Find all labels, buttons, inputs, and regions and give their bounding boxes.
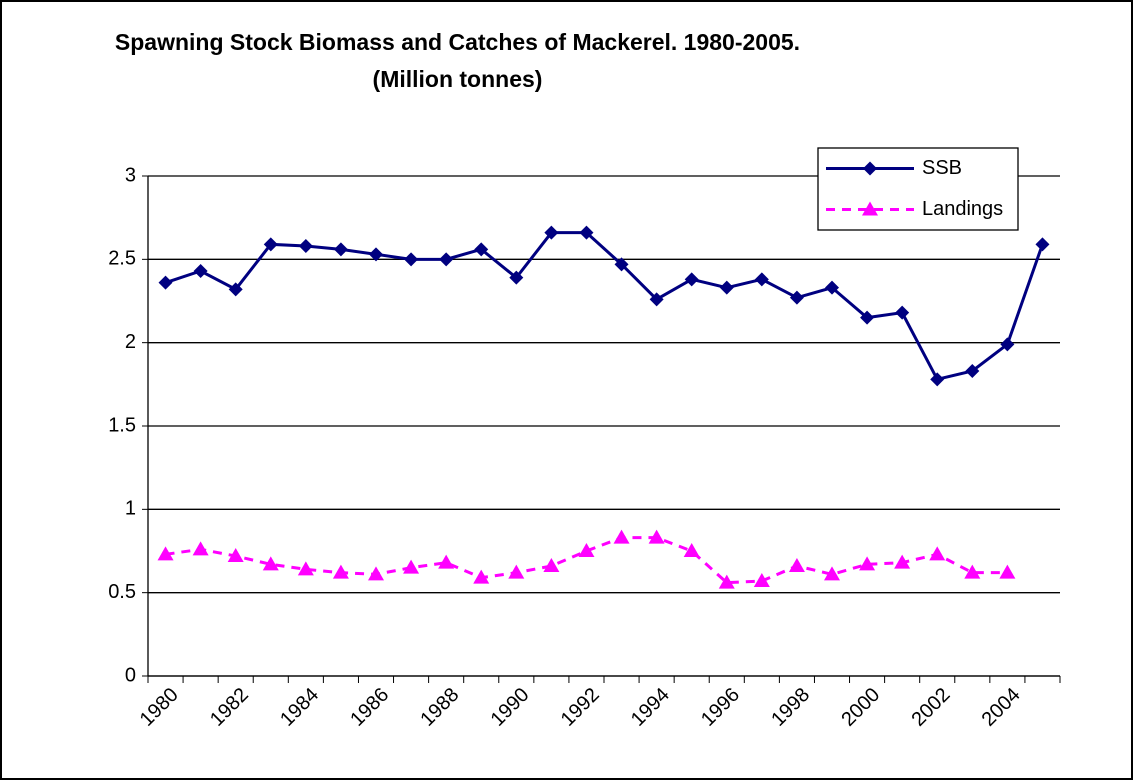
data-point bbox=[824, 566, 840, 581]
data-point bbox=[789, 290, 804, 305]
data-point bbox=[929, 546, 946, 561]
data-point bbox=[1000, 337, 1015, 352]
data-point bbox=[508, 564, 525, 579]
legend-box bbox=[817, 147, 1019, 231]
data-point bbox=[157, 546, 174, 561]
data-point bbox=[438, 554, 455, 569]
legend-label: Landings bbox=[922, 198, 1003, 220]
data-point bbox=[860, 310, 875, 325]
data-point bbox=[544, 225, 559, 240]
data-point bbox=[509, 270, 524, 285]
data-point bbox=[613, 529, 630, 544]
data-point bbox=[788, 558, 805, 572]
y-tick-label: 2 bbox=[125, 331, 136, 353]
data-point bbox=[754, 272, 769, 287]
data-point bbox=[193, 264, 208, 278]
data-point bbox=[578, 543, 595, 557]
data-point bbox=[158, 275, 173, 290]
data-point bbox=[719, 280, 734, 295]
y-tick-label: 0.5 bbox=[108, 581, 136, 603]
data-point bbox=[895, 305, 910, 320]
legend-marker bbox=[862, 201, 878, 216]
y-tick-label: 0 bbox=[125, 664, 136, 686]
data-point bbox=[227, 548, 244, 562]
y-tick-label: 3 bbox=[125, 164, 136, 186]
data-point bbox=[333, 242, 348, 257]
data-point bbox=[332, 564, 349, 579]
data-point bbox=[825, 280, 839, 295]
legend-marker bbox=[863, 161, 877, 176]
data-point bbox=[263, 237, 278, 252]
data-point bbox=[648, 529, 665, 544]
data-point bbox=[228, 282, 243, 297]
data-point bbox=[964, 564, 981, 579]
data-point bbox=[718, 574, 735, 589]
data-point bbox=[649, 292, 664, 307]
y-tick-label: 1 bbox=[125, 498, 136, 520]
data-point bbox=[894, 554, 911, 569]
chart-title: Spawning Stock Biomass and Catches of Ma… bbox=[114, 29, 801, 92]
data-point bbox=[753, 573, 770, 587]
data-point bbox=[298, 239, 313, 253]
data-point bbox=[683, 543, 700, 557]
data-point bbox=[859, 556, 876, 571]
data-point bbox=[965, 364, 980, 378]
legend-label: SSB bbox=[922, 157, 962, 179]
data-point bbox=[403, 559, 420, 574]
y-tick-label: 1.5 bbox=[108, 414, 136, 436]
data-point bbox=[999, 564, 1016, 579]
data-point bbox=[543, 558, 560, 572]
data-point bbox=[297, 561, 314, 576]
data-point bbox=[930, 372, 945, 387]
y-tick-label: 2.5 bbox=[108, 248, 136, 270]
data-point bbox=[684, 272, 699, 287]
data-point bbox=[368, 566, 384, 581]
data-point bbox=[192, 541, 209, 556]
data-point bbox=[404, 252, 419, 267]
data-point bbox=[579, 225, 594, 240]
data-point bbox=[1035, 237, 1050, 252]
data-point bbox=[369, 247, 383, 262]
data-point bbox=[474, 242, 489, 257]
data-point bbox=[473, 569, 490, 584]
data-point bbox=[614, 257, 629, 272]
data-point bbox=[439, 252, 454, 267]
data-point bbox=[262, 556, 279, 571]
